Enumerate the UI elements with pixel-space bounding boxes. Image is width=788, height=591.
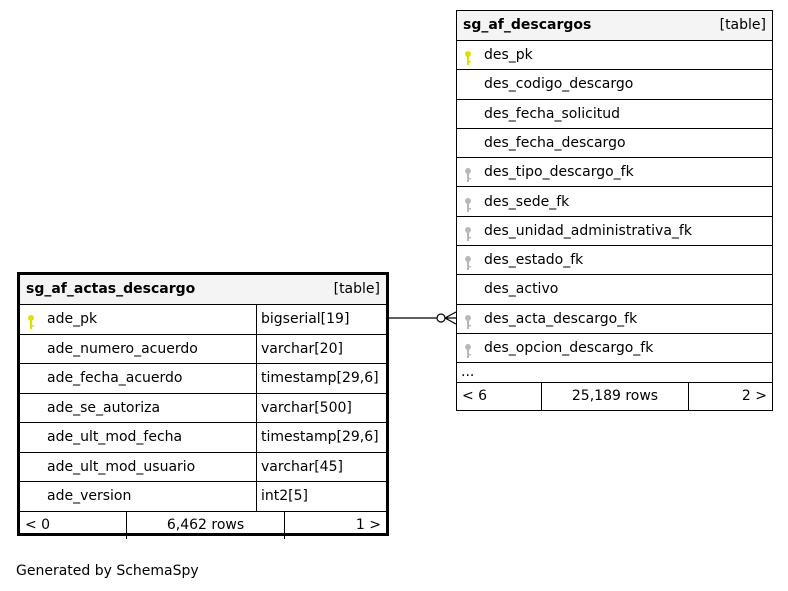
- column-type: varchar[500]: [256, 393, 352, 422]
- column-name: des_opcion_descargo_fk: [484, 340, 654, 356]
- column-row[interactable]: des_fecha_solicitud: [457, 100, 772, 129]
- column-name: des_unidad_administrativa_fk: [484, 222, 692, 239]
- foreign-key-icon: [464, 165, 472, 183]
- column-name: ade_fecha_acuerdo: [47, 370, 183, 386]
- column-row[interactable]: des_acta_descargo_fk: [457, 305, 772, 334]
- column-type: timestamp[29,6]: [256, 364, 379, 393]
- column-row[interactable]: ade_ult_mod_usuario varchar[45]: [20, 452, 386, 482]
- foreign-key-icon: [464, 224, 472, 241]
- column-name: ade_se_autoriza: [47, 399, 161, 416]
- column-type: timestamp[29,6]: [256, 423, 379, 452]
- column-name: des_sede_fk: [484, 193, 570, 210]
- table-footer: < 0 6,462 rows 1 >: [20, 511, 386, 539]
- more-columns: ...: [457, 363, 772, 384]
- footer-rows: 25,189 rows: [542, 383, 689, 411]
- column-name: ade_pk: [47, 311, 98, 327]
- column-row[interactable]: des_opcion_descargo_fk: [457, 334, 772, 364]
- table-name: sg_af_actas_descargo: [26, 281, 196, 297]
- column-row[interactable]: des_fecha_descargo: [457, 129, 772, 159]
- table-sg-af-descargos[interactable]: sg_af_descargos [table] des_pk des_codigo_d…: [456, 10, 773, 411]
- footer-children[interactable]: 2 >: [741, 388, 767, 405]
- column-row[interactable]: des_codigo_descargo: [457, 70, 772, 100]
- column-name: ade_version: [47, 488, 132, 504]
- column-row[interactable]: ade_fecha_acuerdo timestamp[29,6]: [20, 364, 386, 394]
- column-row[interactable]: des_activo: [457, 275, 772, 305]
- zero-marker: [436, 313, 446, 323]
- column-name: des_codigo_descargo: [484, 76, 634, 93]
- footer-parents[interactable]: < 6: [457, 383, 542, 411]
- foreign-key-icon: [464, 341, 472, 358]
- column-type: bigserial[19]: [256, 305, 349, 334]
- table-kind: [table]: [333, 281, 380, 297]
- foreign-key-icon: [464, 312, 472, 329]
- column-row[interactable]: ade_version int2[5]: [20, 482, 386, 512]
- table-header[interactable]: sg_af_descargos [table]: [457, 11, 772, 41]
- column-type: varchar[20]: [256, 334, 343, 363]
- column-row[interactable]: ade_ult_mod_fecha timestamp[29,6]: [20, 423, 386, 453]
- footer-children[interactable]: 1 >: [355, 516, 381, 533]
- column-row[interactable]: des_tipo_descargo_fk: [457, 158, 772, 188]
- table-name: sg_af_descargos: [463, 17, 592, 33]
- foreign-key-icon: [464, 195, 472, 212]
- column-type: int2[5]: [256, 482, 308, 511]
- column-name: des_pk: [484, 47, 533, 63]
- footer-parents[interactable]: < 0: [20, 511, 127, 539]
- column-name: des_activo: [484, 281, 559, 298]
- footer-rows: 6,462 rows: [127, 511, 285, 539]
- column-row[interactable]: des_unidad_administrativa_fk: [457, 217, 772, 247]
- column-name: des_acta_descargo_fk: [484, 310, 638, 327]
- generated-by-label: Generated by SchemaSpy: [16, 563, 199, 579]
- column-row[interactable]: des_estado_fk: [457, 246, 772, 276]
- column-row[interactable]: des_pk: [457, 41, 772, 71]
- column-name: des_fecha_solicitud: [484, 105, 620, 122]
- column-name: des_tipo_descargo_fk: [484, 164, 634, 181]
- column-name: des_fecha_descargo: [484, 134, 626, 151]
- column-name: ade_ult_mod_usuario: [47, 458, 196, 475]
- column-name: ade_numero_acuerdo: [47, 340, 198, 357]
- column-row[interactable]: ade_numero_acuerdo varchar[20]: [20, 334, 386, 364]
- primary-key-icon: [464, 48, 472, 65]
- column-name: ade_ult_mod_fecha: [47, 429, 183, 445]
- column-type: varchar[45]: [256, 452, 343, 481]
- column-name: des_estado_fk: [484, 252, 584, 269]
- column-row[interactable]: ade_se_autoriza varchar[500]: [20, 393, 386, 423]
- crows-foot-marker: [444, 311, 457, 325]
- primary-key-icon: [27, 312, 35, 329]
- foreign-key-icon: [464, 253, 472, 271]
- table-header[interactable]: sg_af_actas_descargo [table]: [20, 275, 386, 305]
- table-kind: [table]: [719, 17, 766, 33]
- table-sg-af-actas-descargo[interactable]: sg_af_actas_descargo [table] ade_pk bigseri…: [17, 272, 389, 539]
- column-row[interactable]: des_sede_fk: [457, 188, 772, 217]
- table-footer: < 6 25,189 rows 2 >: [457, 383, 772, 411]
- column-row[interactable]: ade_pk bigserial[19]: [20, 305, 386, 335]
